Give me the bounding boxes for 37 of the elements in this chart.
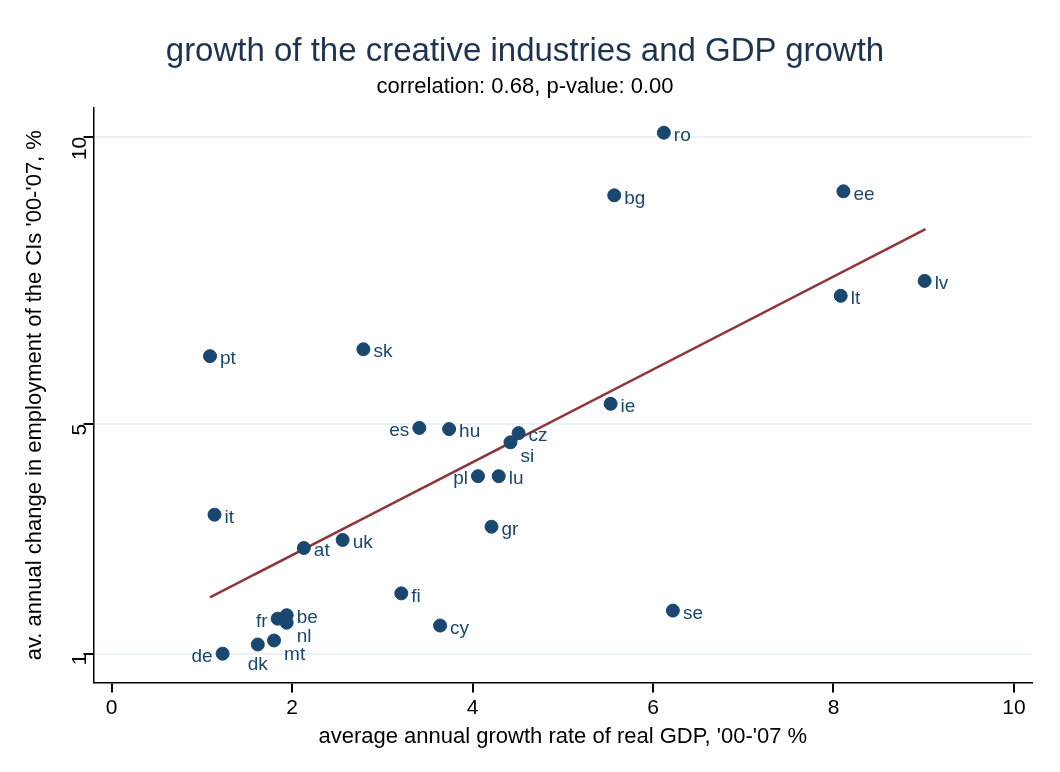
data-label: ro bbox=[673, 123, 691, 145]
x-tick-label: 6 bbox=[647, 694, 659, 718]
y-tick-label: 1 bbox=[67, 653, 91, 666]
x-tick-label: 4 bbox=[466, 694, 479, 718]
data-label: si bbox=[520, 444, 535, 466]
data-label: gr bbox=[501, 517, 520, 539]
x-tick-label: 10 bbox=[1002, 694, 1026, 718]
data-label: cy bbox=[450, 616, 470, 638]
x-axis-title: average annual growth rate of real GDP, '00-'07 % bbox=[318, 722, 808, 748]
data-label: it bbox=[224, 505, 235, 527]
data-label: lv bbox=[934, 272, 949, 294]
data-label: at bbox=[313, 539, 331, 561]
data-label: fi bbox=[411, 584, 421, 606]
x-tick-label: 0 bbox=[105, 694, 118, 718]
data-label: lt bbox=[850, 287, 861, 309]
y-tick-label: 10 bbox=[67, 136, 91, 161]
data-label: bg bbox=[624, 186, 646, 208]
data-label: pt bbox=[220, 347, 237, 369]
data-label: se bbox=[682, 601, 703, 623]
x-tick-label: 2 bbox=[286, 694, 298, 718]
data-label: uk bbox=[352, 531, 374, 553]
data-label: dk bbox=[247, 652, 269, 674]
data-label: es bbox=[389, 419, 410, 441]
data-label: de bbox=[191, 644, 213, 666]
chart-title: growth of the creative industries and GDP growth bbox=[165, 30, 885, 68]
y-axis-title: av. annual change in employment of the CIs '00-'07, % bbox=[21, 130, 47, 661]
data-label: ee bbox=[853, 182, 875, 204]
y-tick-label: 5 bbox=[67, 423, 91, 436]
data-label: sk bbox=[373, 340, 393, 362]
data-label: lu bbox=[508, 467, 524, 489]
data-label: hu bbox=[459, 420, 481, 442]
data-label: ie bbox=[620, 395, 636, 417]
chart-subtitle: correlation: 0.68, p-value: 0.00 bbox=[376, 72, 674, 98]
x-tick-label: 8 bbox=[827, 694, 840, 718]
data-label: cz bbox=[528, 424, 548, 446]
data-label: fr bbox=[256, 609, 269, 631]
data-label: pl bbox=[453, 467, 468, 489]
